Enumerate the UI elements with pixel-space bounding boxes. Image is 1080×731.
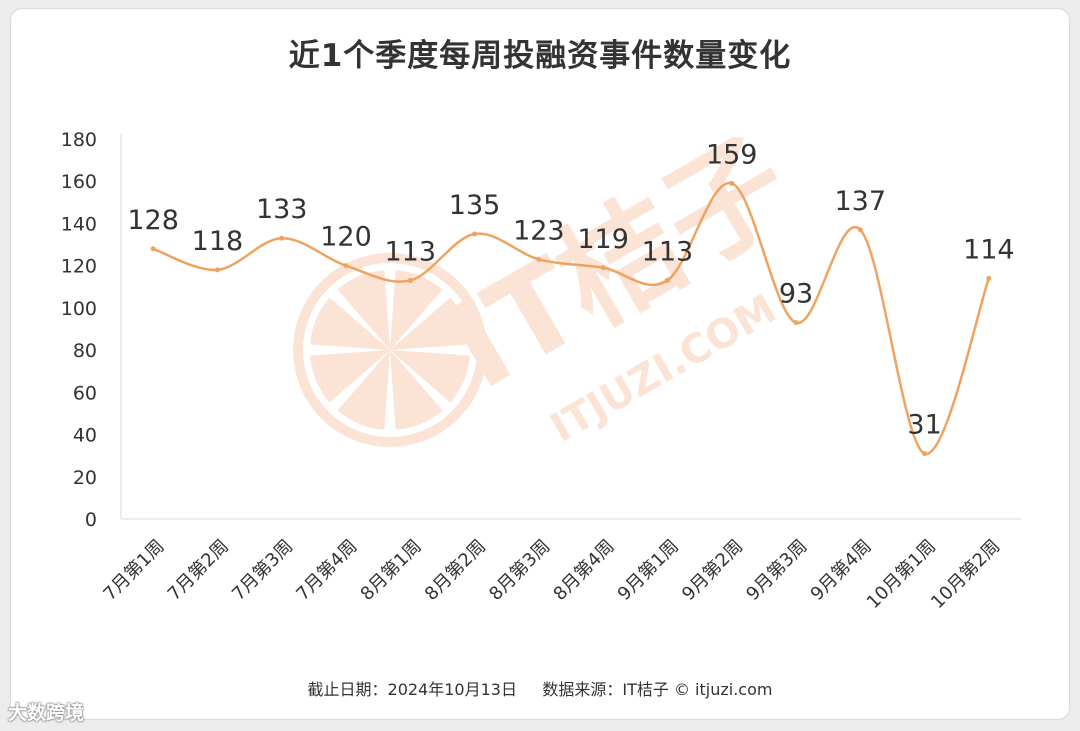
y-tick-label: 80 bbox=[73, 340, 97, 362]
data-point bbox=[214, 267, 220, 273]
y-tick-label: 160 bbox=[61, 171, 97, 193]
watermark-wedge bbox=[337, 270, 390, 350]
watermark-wedge bbox=[310, 297, 390, 350]
data-label: 137 bbox=[835, 186, 887, 217]
x-tick-label: 8月第2周 bbox=[421, 536, 490, 605]
data-point bbox=[922, 451, 928, 457]
y-tick-label: 40 bbox=[73, 425, 97, 447]
watermark-wedge bbox=[390, 350, 470, 403]
chart-title: 近1个季度每周投融资事件数量变化 bbox=[288, 38, 792, 74]
data-point bbox=[472, 231, 478, 237]
watermark-wedge bbox=[390, 297, 470, 350]
x-tick-label: 10月第1周 bbox=[863, 536, 940, 613]
data-label: 133 bbox=[256, 194, 308, 225]
x-tick-label: 7月第4周 bbox=[292, 536, 361, 605]
data-point bbox=[664, 277, 670, 283]
x-tick-label: 7月第3周 bbox=[228, 536, 297, 605]
series-line bbox=[152, 182, 991, 455]
data-label: 135 bbox=[449, 190, 501, 221]
x-tick-label: 9月第2周 bbox=[678, 536, 747, 605]
data-point bbox=[536, 256, 542, 262]
y-tick-label: 120 bbox=[61, 256, 97, 278]
y-tick-label: 0 bbox=[85, 509, 97, 531]
data-label: 113 bbox=[385, 236, 437, 267]
data-label: 113 bbox=[642, 236, 694, 267]
data-point bbox=[343, 263, 349, 269]
data-point bbox=[279, 235, 285, 241]
y-tick-label: 100 bbox=[61, 298, 97, 320]
data-point bbox=[600, 265, 606, 271]
x-tick-label: 7月第1周 bbox=[99, 536, 168, 605]
data-label: 93 bbox=[779, 279, 813, 310]
data-label: 119 bbox=[577, 224, 629, 255]
data-point bbox=[857, 227, 863, 233]
x-tick-label: 9月第3周 bbox=[742, 536, 811, 605]
watermark-ring bbox=[293, 253, 487, 447]
data-label: 120 bbox=[320, 222, 372, 253]
y-tick-label: 20 bbox=[73, 467, 97, 489]
data-label: 159 bbox=[706, 139, 758, 170]
watermark-wedge bbox=[310, 350, 390, 403]
y-tick-label: 60 bbox=[73, 382, 97, 404]
data-point bbox=[729, 180, 735, 186]
data-point bbox=[986, 275, 992, 281]
source-footer: 截止日期：2024年10月13日 数据来源：IT桔子 © itjuzi.com bbox=[307, 680, 773, 699]
watermark-wedge bbox=[390, 350, 443, 430]
watermark-wedge bbox=[390, 270, 443, 350]
x-tick-label: 10月第2周 bbox=[927, 536, 1004, 613]
x-tick-label: 7月第2周 bbox=[164, 536, 233, 605]
y-tick-label: 140 bbox=[61, 213, 97, 235]
data-label: 128 bbox=[127, 205, 179, 236]
y-tick-label: 180 bbox=[61, 129, 97, 151]
data-label: 123 bbox=[513, 215, 565, 246]
corner-watermark: 大数跨境 bbox=[8, 702, 85, 724]
data-label: 118 bbox=[192, 226, 244, 257]
watermark-wedge bbox=[337, 350, 390, 430]
x-tick-label: 8月第1周 bbox=[357, 536, 426, 605]
data-label: 31 bbox=[907, 410, 941, 441]
data-label: 114 bbox=[963, 234, 1015, 265]
chart-card bbox=[10, 8, 1070, 720]
x-tick-label: 8月第3周 bbox=[485, 536, 554, 605]
x-tick-label: 8月第4周 bbox=[549, 536, 618, 605]
x-tick-label: 9月第1周 bbox=[614, 536, 683, 605]
data-point bbox=[793, 320, 799, 326]
data-point bbox=[150, 246, 156, 252]
data-point bbox=[407, 277, 413, 283]
